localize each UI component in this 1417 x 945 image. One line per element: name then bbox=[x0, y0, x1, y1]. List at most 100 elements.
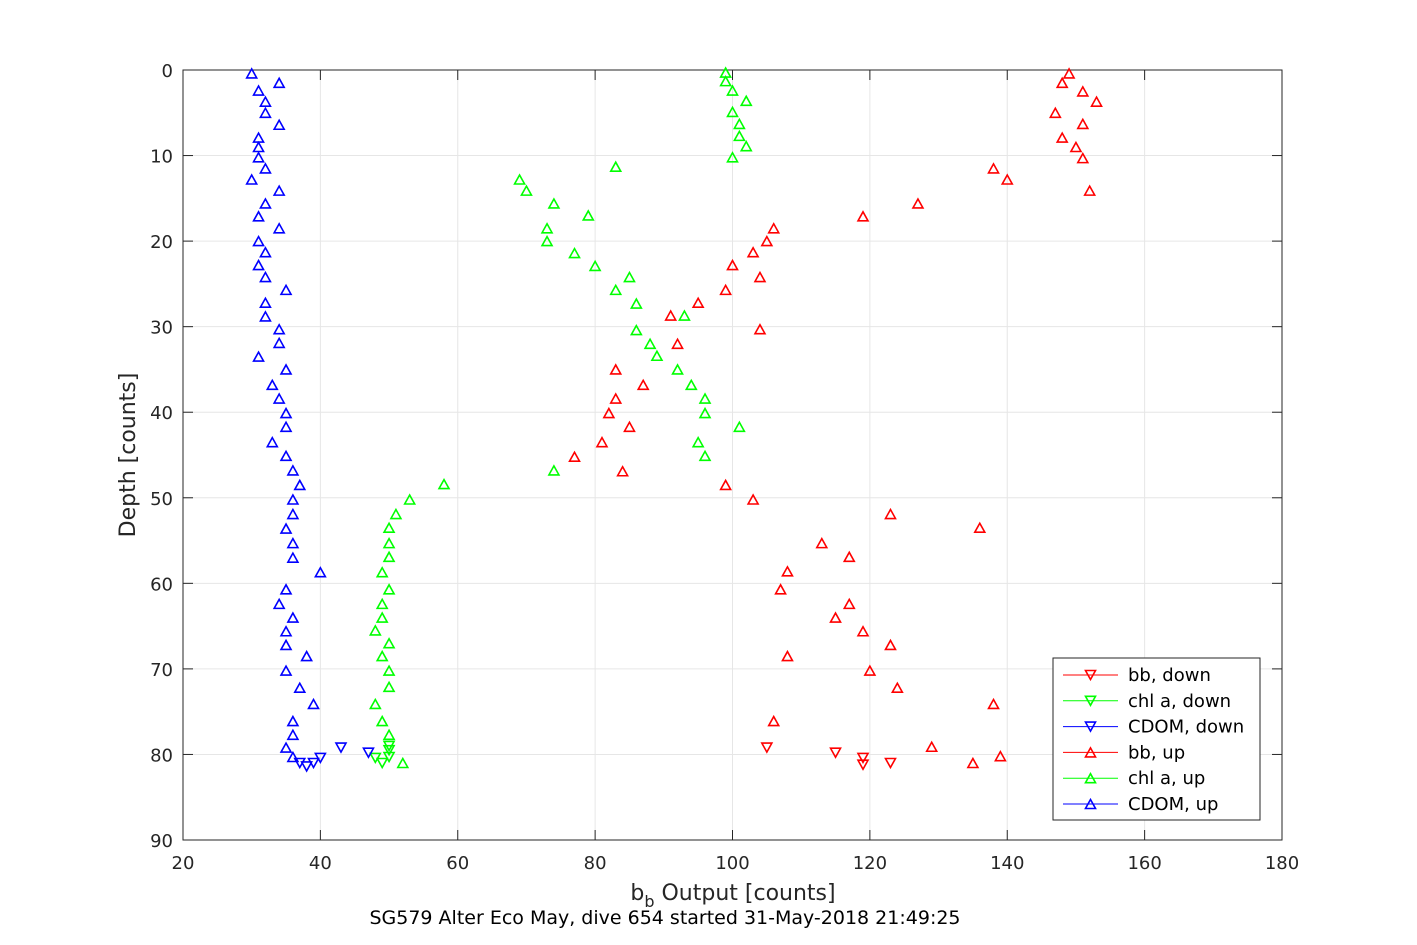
data-point-chl-a-up bbox=[698, 392, 712, 404]
data-point-bb-up bbox=[856, 625, 870, 637]
data-point-cdom-up bbox=[259, 270, 272, 283]
legend-marker bbox=[1084, 797, 1097, 810]
data-point-cdom-up bbox=[279, 638, 293, 651]
data-point-cdom-up bbox=[252, 350, 265, 362]
legend-marker bbox=[1084, 669, 1097, 682]
x-tick-label: 40 bbox=[309, 853, 332, 874]
data-point-bb-up bbox=[1076, 151, 1090, 164]
series-chl-a-down bbox=[368, 740, 396, 770]
data-point-chl-a-up bbox=[650, 349, 664, 362]
data-point-cdom-up bbox=[272, 184, 286, 196]
data-point-cdom-up bbox=[300, 649, 313, 662]
data-point-cdom-up bbox=[272, 118, 286, 131]
data-point-cdom-up bbox=[259, 95, 272, 107]
legend-marker bbox=[1084, 695, 1097, 707]
series-bb-down bbox=[760, 742, 897, 771]
data-point-chl-a-up bbox=[684, 378, 698, 391]
data-point-chl-a-up bbox=[739, 139, 753, 152]
data-point-chl-a-up bbox=[547, 464, 561, 476]
data-point-cdom-up bbox=[286, 507, 300, 520]
data-point-bb-up bbox=[781, 649, 794, 662]
data-point-bb-up bbox=[719, 283, 732, 296]
data-point-cdom-up bbox=[286, 728, 300, 741]
legend-label: CDOM, down bbox=[1128, 717, 1244, 738]
data-point-chl-a-down bbox=[382, 744, 396, 757]
data-point-bb-up bbox=[719, 478, 732, 491]
data-point-chl-a-up bbox=[588, 259, 602, 272]
data-point-bb-up bbox=[1076, 117, 1090, 130]
data-point-cdom-up bbox=[252, 151, 265, 163]
data-point-bb-up bbox=[671, 337, 684, 350]
data-point-bb-up bbox=[890, 681, 904, 694]
data-point-bb-up bbox=[616, 465, 629, 477]
data-point-cdom-up bbox=[245, 67, 259, 79]
data-point-chl-a-up bbox=[726, 84, 739, 96]
x-tick-label: 180 bbox=[1265, 853, 1299, 874]
x-axis-label-main: b bbox=[630, 881, 644, 906]
data-point-cdom-up bbox=[272, 222, 286, 234]
data-point-bb-up bbox=[568, 450, 581, 463]
data-point-chl-a-up bbox=[382, 728, 396, 741]
data-point-bb-down bbox=[884, 757, 897, 770]
data-point-cdom-up bbox=[265, 378, 279, 391]
data-point-chl-a-up bbox=[733, 420, 746, 433]
data-point-chl-a-up bbox=[698, 406, 712, 419]
data-point-cdom-down bbox=[300, 761, 313, 773]
data-point-chl-a-up bbox=[403, 493, 417, 505]
data-point-cdom-up bbox=[279, 664, 293, 676]
data-point-chl-a-up bbox=[375, 566, 389, 578]
data-point-cdom-up bbox=[314, 566, 327, 578]
data-point-chl-a-up bbox=[389, 507, 403, 520]
data-point-chl-a-up bbox=[382, 637, 396, 649]
y-tick-label: 40 bbox=[150, 403, 173, 424]
data-point-bb-up bbox=[815, 536, 829, 549]
data-point-cdom-up bbox=[286, 551, 300, 563]
data-point-bb-down bbox=[829, 747, 842, 759]
data-point-cdom-up bbox=[272, 392, 286, 404]
data-point-bb-up bbox=[767, 714, 781, 727]
data-point-bb-up bbox=[987, 697, 1000, 710]
data-point-chl-a-up bbox=[382, 680, 396, 693]
data-point-bb-up bbox=[623, 420, 636, 433]
data-point-bb-up bbox=[746, 493, 760, 505]
data-point-cdom-up bbox=[279, 363, 293, 375]
data-point-cdom-up bbox=[259, 197, 272, 209]
data-point-bb-down bbox=[856, 752, 870, 765]
data-point-bb-up bbox=[746, 246, 760, 258]
x-axis-label-rest: Output [counts] bbox=[655, 881, 836, 906]
data-point-bb-up bbox=[829, 611, 842, 623]
data-point-bb-up bbox=[767, 222, 781, 234]
legend-entry-cdom-down: CDOM, down bbox=[1063, 717, 1244, 738]
legend-label: bb, up bbox=[1128, 742, 1185, 763]
data-point-bb-up bbox=[884, 507, 897, 520]
x-tick-label: 80 bbox=[584, 853, 607, 874]
x-tick-label: 20 bbox=[172, 853, 195, 874]
data-point-cdom-up bbox=[259, 246, 272, 258]
data-point-chl-a-up bbox=[382, 550, 396, 563]
data-point-cdom-up bbox=[286, 536, 300, 549]
data-point-cdom-up bbox=[279, 283, 293, 296]
data-point-chl-a-up bbox=[733, 117, 746, 130]
data-point-bb-up bbox=[973, 521, 987, 534]
legend-marker bbox=[1084, 721, 1097, 733]
data-point-cdom-down bbox=[293, 757, 307, 770]
data-point-bb-up bbox=[753, 270, 767, 283]
data-point-chl-a-up bbox=[437, 477, 451, 490]
data-point-bb-up bbox=[842, 597, 856, 610]
data-point-cdom-up bbox=[272, 76, 286, 89]
data-point-bb-up bbox=[1076, 85, 1090, 97]
legend-marker bbox=[1084, 772, 1097, 784]
data-point-chl-a-up bbox=[382, 664, 396, 676]
data-point-bb-up bbox=[925, 740, 939, 753]
data-point-bb-up bbox=[1090, 95, 1103, 107]
data-point-bb-up bbox=[911, 197, 925, 209]
data-point-cdom-up bbox=[259, 106, 272, 119]
data-point-bb-up bbox=[636, 378, 650, 391]
data-points bbox=[245, 66, 1103, 773]
data-point-cdom-up bbox=[245, 173, 259, 185]
data-point-chl-a-up bbox=[609, 283, 623, 296]
legend-entry-bb-up: bb, up bbox=[1063, 742, 1185, 763]
data-point-chl-a-up bbox=[520, 184, 533, 196]
data-point-cdom-up bbox=[279, 522, 293, 534]
